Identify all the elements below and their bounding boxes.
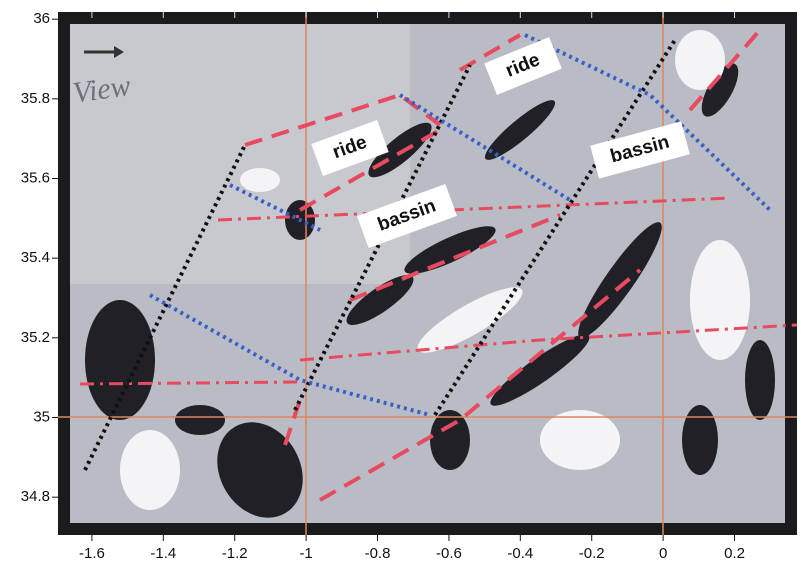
map-figure: Viewrideridebassinbassin -1.6-1.4-1.2-1-…: [0, 0, 801, 573]
y-tick-label: 35.2: [21, 329, 50, 346]
x-tick-label: -0.4: [507, 545, 533, 562]
x-tick-label: 0.2: [724, 545, 745, 562]
y-tick-label: 35.4: [21, 249, 50, 266]
x-tick-label: -1.2: [222, 545, 248, 562]
x-tick-label: -0.2: [579, 545, 605, 562]
y-tick-label: 35: [33, 408, 50, 425]
y-tick-label: 34.8: [21, 488, 50, 505]
x-tick-label: -0.6: [436, 545, 462, 562]
x-tick-label: -1.4: [150, 545, 176, 562]
x-tick-label: -1: [299, 545, 312, 562]
x-tick-label: 0: [659, 545, 667, 562]
y-tick-label: 35.8: [21, 90, 50, 107]
x-tick-label: -0.8: [365, 545, 391, 562]
y-tick-label: 36: [33, 10, 50, 27]
x-tick-label: -1.6: [79, 545, 105, 562]
y-tick-label: 35.6: [21, 169, 50, 186]
